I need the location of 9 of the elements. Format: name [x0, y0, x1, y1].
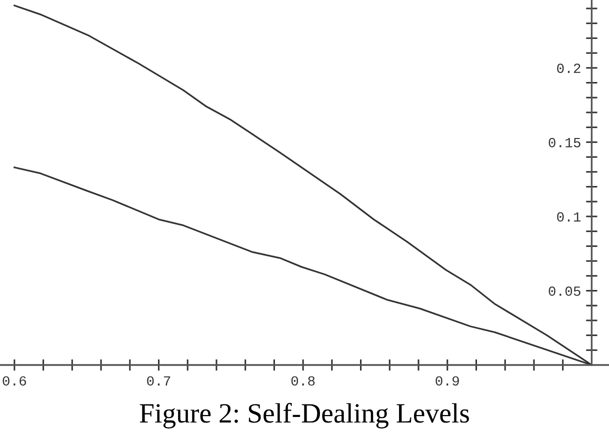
- x-tick-label: 0.8: [291, 376, 315, 386]
- x-tick-label: 0.9: [436, 376, 459, 386]
- y-tick-label: 0.2: [557, 64, 580, 74]
- x-tick-label: 0.6: [2, 376, 26, 386]
- y-tick-label: 0.15: [548, 138, 580, 148]
- x-tick-label: 0.7: [147, 376, 170, 386]
- y-tick-label: 0.1: [557, 212, 581, 222]
- y-tick-label: 0.05: [548, 286, 580, 296]
- text: Figure 2: Self-Dealing Levels: [140, 402, 469, 428]
